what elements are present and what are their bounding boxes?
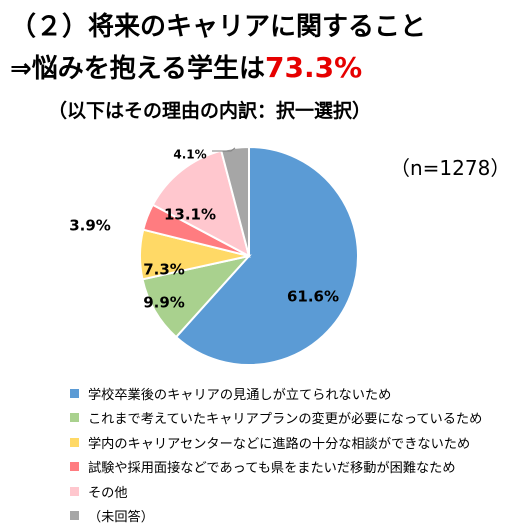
- legend-label-3: 学内のキャリアセンターなどに進路の十分な相談ができないため: [88, 436, 471, 452]
- legend-label-4: 試験や採用面接などであっても県をまたいだ移動が困難なため: [88, 461, 456, 477]
- leader-line-6: [212, 147, 236, 152]
- legend-label-6: （未回答）: [88, 510, 154, 526]
- legend-item-5: その他: [70, 479, 482, 504]
- legend-item-1: 学校卒業後のキャリアの見通しが立てられないため: [70, 381, 482, 406]
- legend-label-5: その他: [88, 485, 128, 501]
- legend-label-1: 学校卒業後のキャリアの見通しが立てられないため: [88, 387, 392, 403]
- pie-slice-5: [151, 149, 251, 258]
- pie-chart: 61.6% 9.9% 7.3% 3.9% 13.1% 4.1%: [69, 145, 359, 366]
- legend-swatch-6: [70, 511, 79, 521]
- legend-swatch-1: [70, 388, 79, 398]
- legend-swatch-3: [70, 437, 79, 447]
- legend-item-2: これまで考えていたキャリアプランの変更が必要になっているため: [70, 406, 482, 431]
- legend-swatch-5: [70, 486, 79, 496]
- legend-label-2: これまで考えていたキャリアプランの変更が必要になっているため: [88, 412, 483, 428]
- chart-legend: 学校卒業後のキャリアの見通しが立てられないためこれまで考えていたキャリアプランの…: [70, 381, 482, 528]
- data-label-3: 7.3%: [143, 261, 185, 279]
- data-label-5: 13.1%: [164, 206, 216, 224]
- title-line-2: ⇒悩みを抱える学生は73.3%: [10, 48, 362, 85]
- chart-subtitle: （以下はその理由の内訳：択一選択）: [48, 100, 372, 122]
- title-line-1: （２）将来のキャリアに関すること: [10, 12, 427, 42]
- legend-item-6: （未回答）: [70, 504, 482, 529]
- data-label-2: 9.9%: [143, 294, 185, 312]
- title-line-2-prefix: ⇒悩みを抱える学生は: [10, 54, 266, 84]
- legend-item-4: 試験や採用面接などであっても県をまたいだ移動が困難なため: [70, 455, 482, 480]
- legend-swatch-2: [70, 413, 79, 423]
- data-label-6: 4.1%: [173, 148, 206, 162]
- data-label-4: 3.9%: [69, 217, 111, 235]
- sample-size-label: （n=1278）: [390, 156, 511, 180]
- legend-swatch-4: [70, 462, 79, 472]
- data-label-1: 61.6%: [287, 288, 339, 306]
- pie-slice-1: [174, 145, 359, 366]
- title-highlight-percentage: 73.3%: [265, 51, 363, 84]
- legend-item-3: 学内のキャリアセンターなどに進路の十分な相談ができないため: [70, 430, 482, 455]
